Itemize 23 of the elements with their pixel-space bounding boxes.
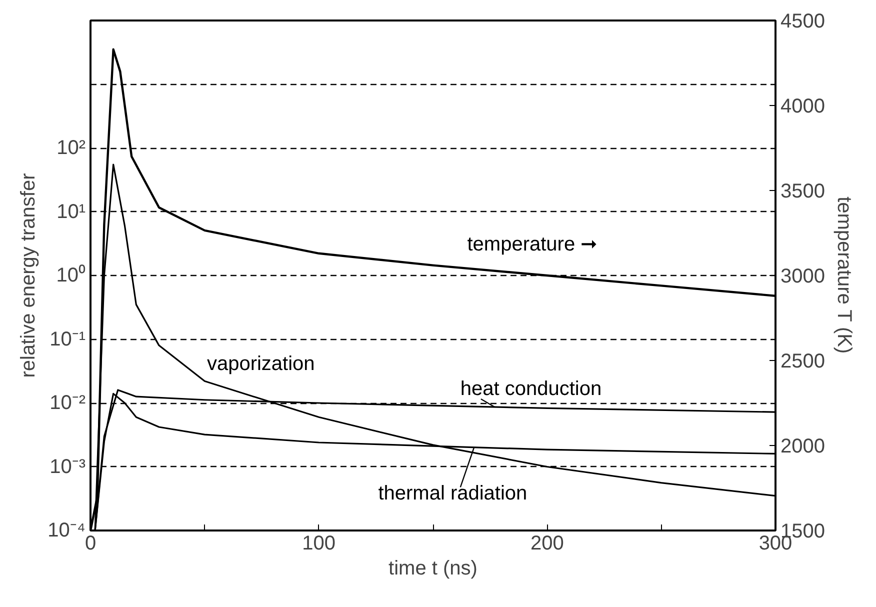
y2-tick-label: 4500: [780, 10, 825, 32]
y2-tick-label: 2000: [780, 436, 825, 458]
y-tick-label: 10⁻⁴: [48, 520, 86, 542]
y-axis-title: relative energy transfer: [18, 172, 40, 378]
y-tick-label: 10⁰: [56, 264, 86, 286]
y-tick-label: 10²: [56, 137, 86, 159]
series-label: vaporization: [206, 353, 315, 376]
y-tick-label: 10¹: [56, 200, 86, 223]
legend-label: thermal radiation: [378, 482, 528, 505]
y-tick-label: 10⁻²: [50, 392, 86, 414]
y-tick-label: 10⁻³: [50, 456, 86, 478]
y2-tick-label: 3000: [780, 266, 825, 288]
y2-tick-label: 4000: [780, 96, 825, 118]
y2-tick-label: 2500: [780, 350, 825, 372]
series-label: temperature ➞: [467, 233, 598, 256]
y2-axis-title: temperature T (K): [832, 196, 855, 354]
x-tick-label: 200: [530, 532, 564, 554]
y-tick-label: 10⁻¹: [50, 328, 86, 350]
x-axis-title: time t (ns): [388, 558, 478, 580]
x-tick-label: 0: [84, 532, 96, 554]
x-tick-label: 100: [302, 532, 336, 554]
series-label: heat conduction: [460, 378, 602, 400]
y2-tick-label: 3500: [780, 180, 825, 202]
